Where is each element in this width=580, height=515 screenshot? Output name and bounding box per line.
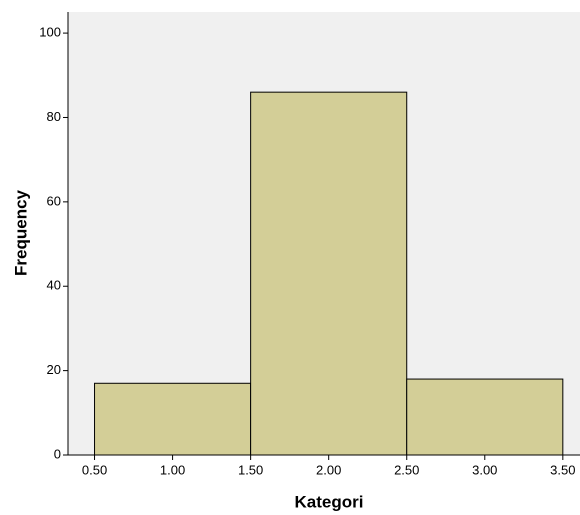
y-tick-label: 40 — [47, 278, 61, 293]
x-tick-label: 1.00 — [160, 462, 185, 477]
y-tick-label: 20 — [47, 362, 61, 377]
y-tick-label: 0 — [54, 446, 61, 461]
bar — [406, 378, 564, 456]
y-axis-title: Frequency — [11, 189, 30, 276]
x-tick-label: 2.00 — [316, 462, 341, 477]
bar — [250, 91, 408, 456]
x-tick-label: 3.50 — [550, 462, 575, 477]
y-tick-label: 100 — [39, 25, 61, 40]
bar — [94, 382, 252, 456]
x-axis-title: Kategori — [295, 492, 364, 511]
y-tick-label: 60 — [47, 193, 61, 208]
x-tick-label: 0.50 — [82, 462, 107, 477]
x-tick-label: 2.50 — [394, 462, 419, 477]
x-tick-label: 3.00 — [472, 462, 497, 477]
x-tick-label: 1.50 — [238, 462, 263, 477]
y-tick-label: 80 — [47, 109, 61, 124]
